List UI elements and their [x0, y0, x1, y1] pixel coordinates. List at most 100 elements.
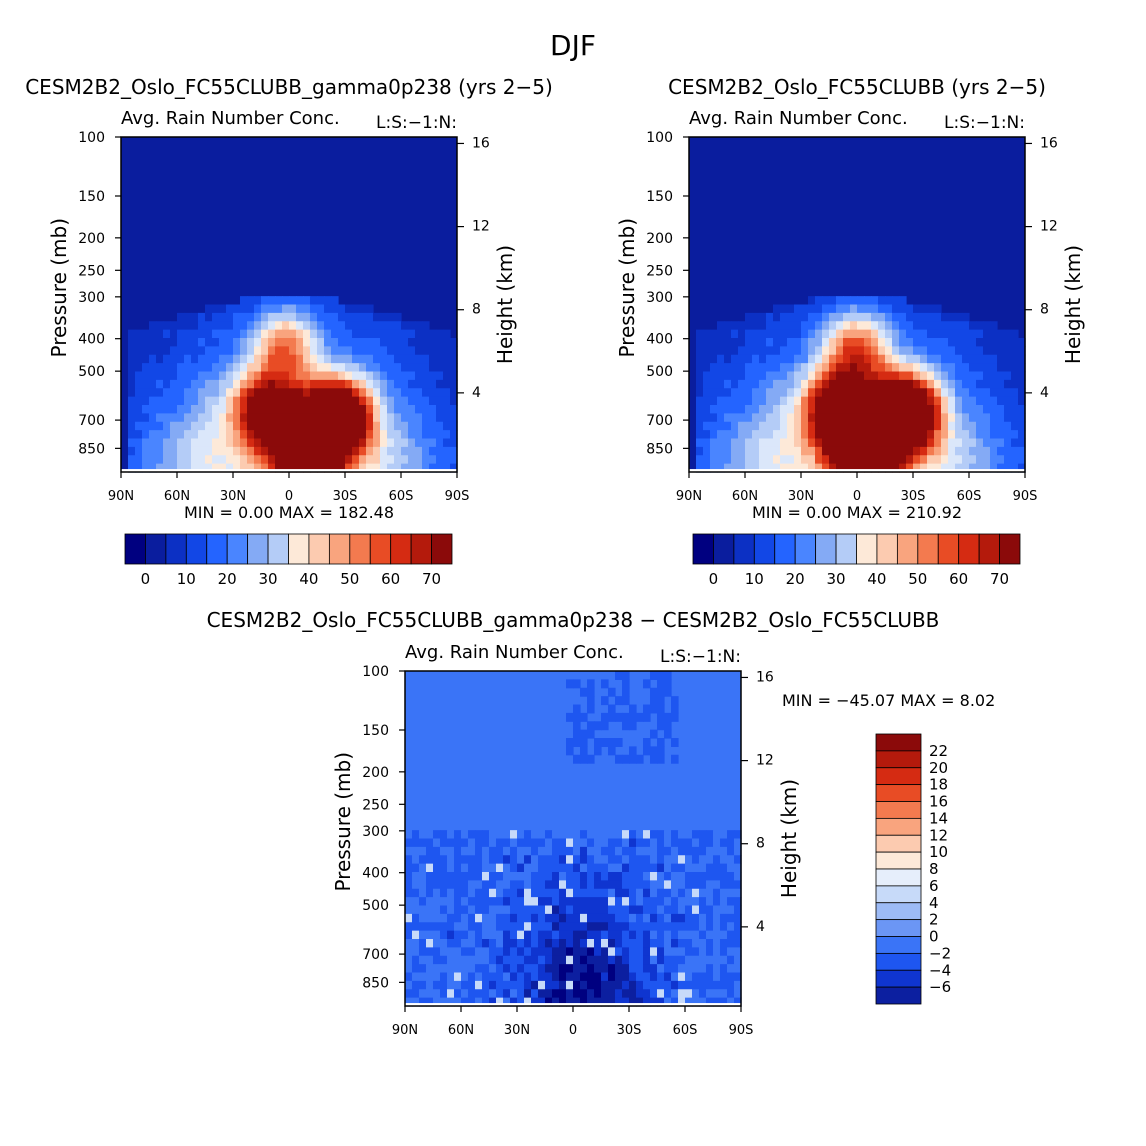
contour-cell: [447, 838, 455, 848]
contour-cell: [717, 371, 725, 381]
contour-cell: [531, 947, 539, 957]
contour-cell: [289, 388, 297, 398]
contour-cell: [808, 430, 816, 440]
contour-cell: [310, 455, 318, 465]
x-tick-label: 60S: [389, 489, 414, 504]
contour-cell: [899, 329, 907, 339]
contour-cell: [394, 346, 402, 356]
contour-cell: [734, 905, 742, 915]
contour-cell: [629, 704, 637, 714]
contour-cell: [573, 897, 581, 907]
contour-cell: [531, 897, 539, 907]
contour-cell: [254, 321, 262, 331]
contour-cell: [212, 379, 220, 389]
contour-cell: [405, 913, 413, 923]
contour-cell: [394, 455, 402, 465]
contour-cell: [934, 413, 942, 423]
contour-cell: [380, 455, 388, 465]
contour-cell: [829, 371, 837, 381]
contour-cell: [573, 905, 581, 915]
contour-cell: [566, 679, 574, 689]
contour-cell: [426, 939, 434, 948]
contour-cell: [440, 913, 448, 923]
contour-cell: [696, 413, 704, 423]
contour-cell: [752, 430, 760, 440]
contour-cell: [412, 989, 420, 999]
contour-cell: [212, 304, 220, 314]
contour-cell: [394, 413, 402, 423]
contour-cell: [296, 371, 304, 381]
contour-cell: [275, 413, 283, 423]
contour-cell: [447, 846, 455, 856]
contour-cell: [1011, 363, 1019, 373]
contour-cell: [401, 396, 409, 406]
contour-cell: [650, 863, 658, 873]
contour-cell: [724, 455, 732, 465]
contour-cell: [419, 838, 427, 848]
contour-cell: [275, 455, 283, 465]
contour-cell: [345, 388, 353, 398]
contour-cell: [734, 880, 742, 890]
contour-cell: [538, 897, 546, 907]
contour-cell: [426, 888, 434, 898]
contour-cell: [454, 913, 462, 923]
contour-cell: [1004, 455, 1012, 465]
contour-cell: [678, 872, 686, 881]
x-tick-label: 90S: [445, 489, 470, 504]
contour-cell: [503, 939, 511, 948]
contour-cell: [426, 872, 434, 881]
contour-cell: [580, 872, 588, 881]
contour-cell: [724, 396, 732, 406]
contour-cell: [454, 880, 462, 890]
contour-cell: [296, 405, 304, 414]
contour-cell: [510, 880, 518, 890]
contour-cell: [780, 463, 788, 473]
contour-cell: [608, 922, 616, 932]
contour-cell: [713, 855, 721, 865]
contour-cell: [296, 388, 304, 398]
contour-cell: [489, 930, 497, 940]
contour-cell: [934, 304, 942, 314]
contour-cell: [394, 463, 402, 473]
contour-cell: [247, 455, 255, 465]
contour-cell: [955, 396, 963, 406]
contour-cell: [447, 897, 455, 907]
contour-cell: [892, 321, 900, 331]
contour-cell: [969, 455, 977, 465]
contour-cell: [801, 304, 809, 314]
contour-cell: [629, 939, 637, 948]
colorbar-box: [875, 986, 922, 1005]
contour-cell: [545, 989, 553, 999]
contour-cell: [240, 463, 248, 473]
contour-cell: [408, 388, 416, 398]
contour-cell: [601, 972, 609, 982]
contour-cell: [650, 830, 658, 840]
contour-cell: [419, 980, 427, 990]
contour-cell: [983, 438, 991, 448]
contour-cell: [177, 346, 185, 356]
contour-cell: [517, 989, 525, 999]
x-tick-label: 60N: [448, 1023, 474, 1038]
contour-cell: [247, 379, 255, 389]
contour-cell: [303, 346, 311, 356]
contour-cell: [496, 872, 504, 881]
contour-cell: [373, 371, 381, 381]
contour-cell: [254, 363, 262, 373]
contour-cell: [997, 421, 1005, 431]
contour-cell: [240, 363, 248, 373]
contour-cell: [601, 721, 609, 731]
contour-cell: [822, 321, 830, 331]
contour-cell: [885, 405, 893, 414]
contour-cell: [580, 972, 588, 982]
contour-cell: [850, 304, 858, 314]
contour-cell: [289, 430, 297, 440]
contour-cell: [268, 388, 276, 398]
contour-cell: [706, 846, 714, 856]
contour-cell: [282, 329, 290, 339]
contour-cell: [885, 321, 893, 331]
contour-cell: [345, 430, 353, 440]
contour-cell: [524, 888, 532, 898]
colorbar-box: [774, 533, 796, 565]
colorbar-box: [875, 936, 922, 954]
contour-cell: [864, 379, 872, 389]
